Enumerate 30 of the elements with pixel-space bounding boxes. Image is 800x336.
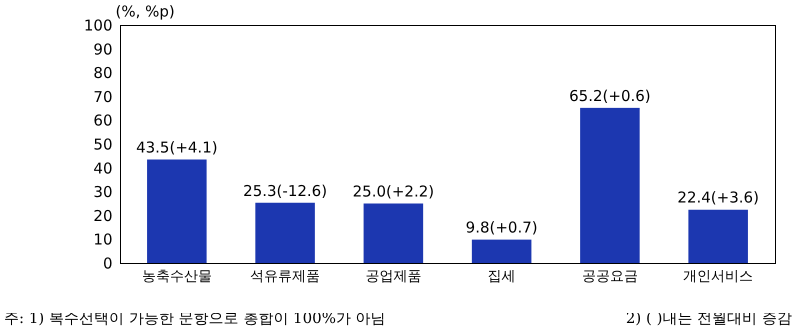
data-label: 22.4(+3.6) (677, 188, 759, 207)
y-tick-label: 60 (93, 112, 112, 130)
y-tick-label: 100 (84, 16, 112, 34)
x-tick-label: 석유류제품 (250, 268, 320, 284)
y-tick-label: 30 (93, 183, 112, 202)
y-tick-label: 90 (93, 40, 112, 58)
y-tick-label: 10 (93, 230, 112, 249)
y-axis-title: (%, %p) (116, 2, 175, 20)
y-tick-label: 40 (93, 159, 112, 178)
data-label: 9.8(+0.7) (466, 218, 538, 237)
data-label: 25.3(-12.6) (243, 182, 328, 200)
bar (688, 210, 748, 263)
bar (472, 240, 532, 263)
x-tick-label: 공업제품 (365, 268, 422, 284)
data-label: 65.2(+0.6) (569, 86, 651, 105)
bar (364, 204, 424, 263)
x-tick-label: 공공요금 (582, 268, 638, 284)
data-label: 25.0(+2.2) (352, 182, 434, 200)
x-tick-label: 농축수산물 (142, 268, 212, 284)
data-label: 43.5(+4.1) (136, 138, 218, 156)
y-tick-label: 50 (93, 136, 112, 154)
x-tick-label: 집세 (488, 268, 516, 284)
x-tick-label: 개인서비스 (683, 268, 754, 284)
bar (580, 108, 640, 263)
y-tick-label: 70 (93, 88, 112, 106)
bar (255, 202, 315, 263)
bar (147, 159, 207, 263)
y-tick-label: 20 (93, 206, 112, 225)
y-tick-label: 80 (93, 64, 112, 82)
y-tick-label: 0 (102, 254, 112, 272)
